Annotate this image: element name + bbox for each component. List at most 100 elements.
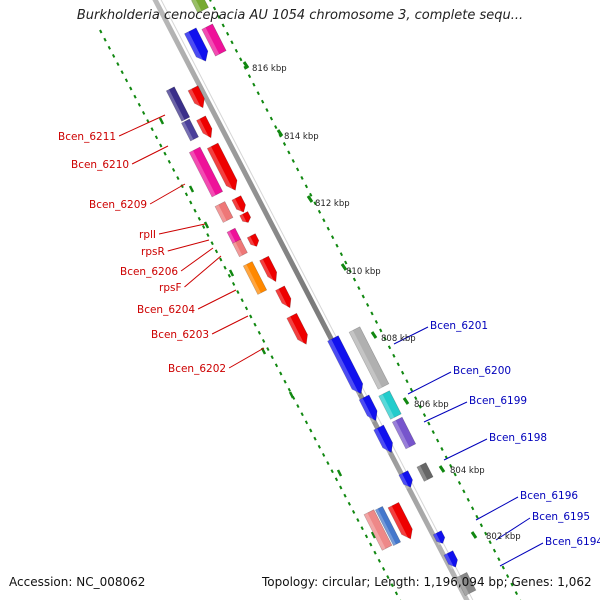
topology-text: Topology: circular; Length: 1,196,094 bp… [262, 575, 592, 589]
gene-arrow-shape [358, 394, 378, 422]
gene-arrow-shape [239, 211, 252, 223]
gene-block-shape [188, 146, 224, 198]
gene-block-shape [191, 0, 209, 14]
scale-dot [247, 74, 252, 79]
scale-dot [253, 322, 257, 327]
scale-dot [418, 404, 422, 409]
gene-label: Bcen_6206 [120, 266, 178, 278]
gene-block-shine [392, 420, 410, 449]
scale-dot [221, 23, 225, 28]
scale-dot [348, 269, 352, 274]
scale-dot [300, 412, 304, 417]
scale-dot [381, 566, 386, 571]
gene-block [391, 416, 417, 450]
scale-dot [227, 273, 231, 278]
gene-block-shine [166, 89, 185, 122]
gene-arrow-shine [398, 473, 410, 490]
gene-arrow [432, 530, 446, 546]
gene-connector [180, 247, 214, 272]
scale-dot [176, 176, 180, 181]
scale-dot [304, 184, 309, 189]
gene-block [232, 238, 248, 258]
gene-arrow [196, 115, 213, 141]
scale-dot [309, 428, 313, 433]
gene-block [374, 505, 402, 547]
scale-dot [400, 370, 405, 375]
gene-label: Bcen_6211 [58, 131, 116, 143]
gene-arrow-shine [196, 118, 210, 141]
gene-arrow-shine [239, 214, 248, 225]
gene-block-shine [456, 575, 469, 596]
gene-block-shape [416, 462, 434, 482]
gene-block [378, 390, 402, 420]
scale-dot [223, 265, 227, 270]
gene-label: rpsR [141, 246, 165, 258]
gene-block-shape [232, 238, 248, 258]
gene-arrow-shape [327, 335, 364, 395]
gene-arrow-shape [187, 85, 205, 109]
gene-connector [158, 223, 206, 235]
scale-dot [326, 461, 330, 466]
gene-arrow [443, 550, 458, 570]
gene-connector [167, 239, 210, 252]
gene-block-shine [232, 241, 243, 257]
gene-label: Bcen_6199 [469, 395, 527, 407]
scale-label: 810 kbp [346, 267, 381, 277]
scale-dot [492, 548, 497, 553]
scale-dot [356, 518, 360, 523]
gene-block [181, 118, 199, 142]
scale-dot [111, 53, 116, 58]
gene-block-shine [349, 330, 382, 390]
gene-label: Bcen_6204 [137, 304, 195, 316]
gene-label: Bcen_6196 [520, 490, 578, 502]
scale-dot [197, 216, 201, 221]
scale-label: 806 kbp [414, 400, 449, 410]
gene-block-shine [416, 465, 428, 482]
gene-arrow [184, 27, 209, 65]
scale-dot [414, 396, 418, 401]
scale-dot [236, 290, 240, 295]
gene-block [348, 326, 390, 390]
gene-arrow-shape [184, 27, 209, 62]
gene-block-shine [181, 121, 194, 141]
scale-dot [265, 108, 269, 113]
gene-connector [475, 496, 519, 521]
scale-dot [137, 102, 141, 107]
gene-arrow-shape [373, 424, 393, 453]
scale-tick [336, 469, 343, 477]
accession-text: Accession: NC_008062 [9, 575, 146, 589]
scale-dot [274, 125, 278, 130]
scale-tick [242, 61, 250, 69]
scale-label: 814 kbp [284, 132, 319, 142]
scale-dot [234, 48, 239, 53]
scale-dot [129, 86, 133, 91]
scale-tick [370, 331, 378, 339]
gene-block [214, 201, 234, 223]
gene-block-shape [378, 390, 402, 420]
scale-dot [201, 224, 206, 229]
gene-block [363, 509, 393, 551]
scale-dot [392, 353, 396, 358]
gene-block-shape [214, 201, 234, 223]
gene-arrow-shine [231, 198, 243, 215]
scale-dot [279, 371, 283, 376]
gene-connector [118, 114, 166, 137]
gene-arrow-shape [246, 233, 260, 247]
scale-dot [206, 233, 210, 238]
scale-dot [383, 336, 387, 341]
gene-block-shine [189, 150, 216, 197]
gene-label: Bcen_6201 [430, 320, 488, 332]
gene-label: rplI [139, 229, 156, 241]
scale-dot [457, 480, 462, 485]
scale-dot [374, 319, 379, 324]
scale-dot [256, 91, 260, 96]
scale-tick [370, 531, 377, 539]
gene-arrow [246, 233, 260, 249]
scale-dot [330, 469, 334, 474]
scale-dot [484, 531, 488, 536]
gene-block-shape [181, 118, 199, 142]
gene-block [191, 0, 209, 14]
gene-arrow [206, 142, 238, 193]
scale-dot [283, 379, 287, 384]
gene-arrow-shine [184, 31, 204, 65]
